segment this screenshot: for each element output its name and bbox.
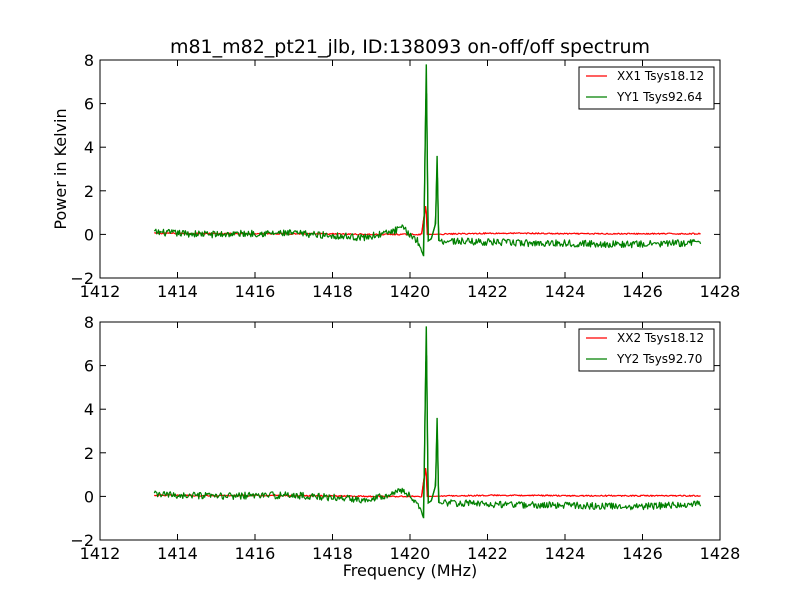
- top-spectrum-panel: 1412 1414 1416 1418 1420 1422 1424 1426 1428 −2 0 2…: [51, 51, 740, 301]
- top-x-tick-label: 1420: [390, 282, 431, 301]
- top-series-yy-peak: [422, 64, 440, 257]
- bottom-x-tick-label: 1412: [80, 544, 121, 563]
- top-x-tick-label: 1428: [700, 282, 741, 301]
- top-y-tick-label: 0: [84, 225, 94, 244]
- bottom-y-tick-label: 6: [84, 357, 94, 376]
- top-x-tick-label: 1416: [235, 282, 276, 301]
- top-y-tick-label: 4: [84, 138, 94, 157]
- top-x-tick-label: 1426: [622, 282, 663, 301]
- bottom-legend-label-xx2: XX2 Tsys18.12: [617, 331, 704, 345]
- top-legend-label-yy1: YY1 Tsys92.64: [616, 90, 702, 104]
- top-x-tick-label: 1422: [467, 282, 508, 301]
- figure-title: m81_m82_pt21_jlb, ID:138093 on-off/off s…: [170, 36, 650, 58]
- bottom-y-tick-label: 4: [84, 400, 94, 419]
- bottom-x-tick-label: 1416: [235, 544, 276, 563]
- top-x-tick-label: 1412: [80, 282, 121, 301]
- top-x-tick-label: 1414: [157, 282, 198, 301]
- bottom-panel-series: [153, 326, 702, 519]
- bottom-panel-legend: XX2 Tsys18.12 YY2 Tsys92.70: [578, 328, 715, 372]
- top-legend-label-xx1: XX1 Tsys18.12: [617, 69, 704, 83]
- bottom-x-tick-label: 1418: [312, 544, 353, 563]
- top-panel-series: [153, 64, 702, 257]
- top-y-tick-label: 2: [84, 182, 94, 201]
- top-y-tick-label: −2: [70, 269, 94, 288]
- top-panel-ticks: 1412 1414 1416 1418 1420 1422 1424 1426 1428 −2 0 2…: [70, 51, 740, 301]
- bottom-spectrum-panel: 1412 1414 1416 1418 1420 1422 1424 1426 1428 −2 0 2…: [70, 313, 740, 580]
- top-y-axis-title: Power in Kelvin: [51, 108, 70, 229]
- bottom-y-tick-label: −2: [70, 531, 94, 550]
- bottom-x-tick-label: 1420: [390, 544, 431, 563]
- bottom-legend-label-yy2: YY2 Tsys92.70: [616, 352, 702, 366]
- bottom-x-tick-label: 1426: [622, 544, 663, 563]
- bottom-x-tick-label: 1422: [467, 544, 508, 563]
- top-x-tick-label: 1424: [545, 282, 586, 301]
- top-panel-legend: XX1 Tsys18.12 YY1 Tsys92.64: [578, 66, 715, 110]
- bottom-x-tick-label: 1414: [157, 544, 198, 563]
- top-legend-box: [578, 66, 715, 110]
- top-y-tick-label: 6: [84, 95, 94, 114]
- bottom-panel-ticks: 1412 1414 1416 1418 1420 1422 1424 1426 1428 −2 0 2…: [70, 313, 740, 563]
- bottom-x-tick-label: 1428: [700, 544, 741, 563]
- bottom-y-tick-label: 0: [84, 487, 94, 506]
- top-x-tick-label: 1418: [312, 282, 353, 301]
- bottom-x-tick-label: 1424: [545, 544, 586, 563]
- bottom-series-yy-peak: [422, 326, 440, 519]
- top-y-tick-label: 8: [84, 51, 94, 70]
- bottom-y-tick-label: 8: [84, 313, 94, 332]
- bottom-x-axis-title: Frequency (MHz): [343, 561, 477, 580]
- bottom-legend-box: [578, 328, 715, 372]
- bottom-y-tick-label: 2: [84, 444, 94, 463]
